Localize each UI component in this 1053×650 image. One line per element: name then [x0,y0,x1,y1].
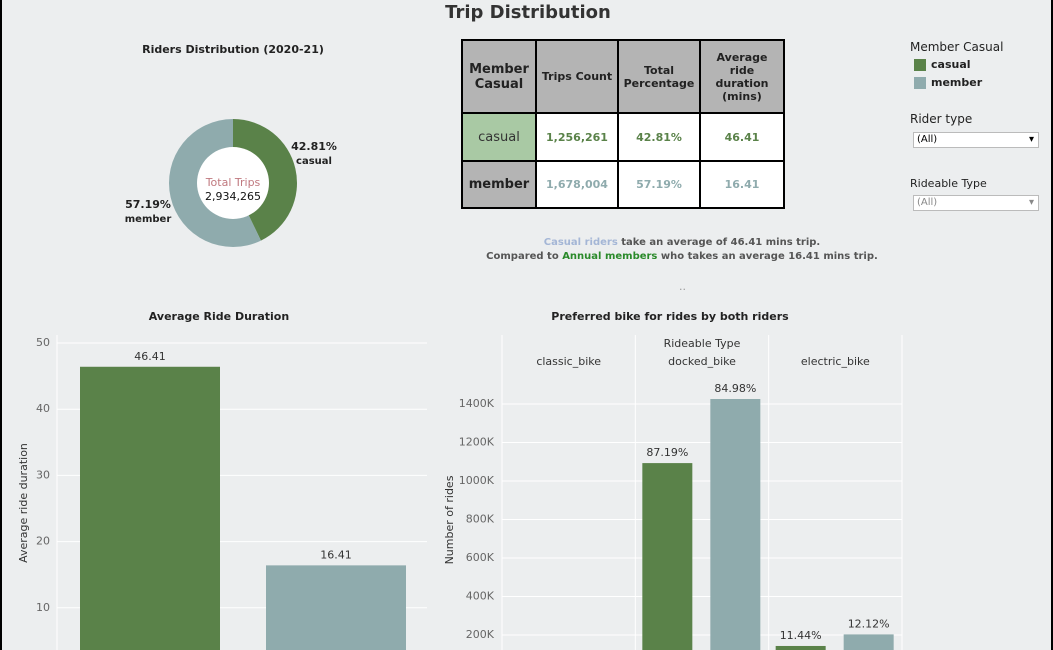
y-tick-label: 40 [36,402,50,415]
y-tick-label: 400K [466,590,495,603]
legend-title: Member Casual [910,40,1004,54]
table-cell: casual [461,112,537,162]
legend-swatch [914,59,926,71]
note-text: take an average of 46.41 mins trip. [621,237,821,248]
note-text: who takes an average 16.41 mins trip. [660,251,878,262]
chart-title: Riders Distribution (2020-21) [142,43,324,56]
table-cell: 1,678,004 [535,160,619,209]
bar-share-label: 84.98% [714,382,756,395]
chart-title: Average Ride Duration [149,310,289,323]
table-cell: member [461,160,537,209]
table-header: Trips Count [535,39,619,114]
table-cell: 46.41 [699,112,785,162]
filter-dropdown[interactable]: (All) [913,132,1039,148]
bar-value-label: 46.41 [134,350,166,363]
y-axis-label: Number of rides [443,475,456,564]
y-tick-label: 200K [466,628,495,641]
y-tick-label: 1000K [459,474,495,487]
y-tick-label: 10 [36,601,50,614]
slice-value-label: 42.81% [291,140,337,153]
y-tick-label: 800K [466,513,495,526]
bar [80,366,220,650]
note-text: Annual members [562,251,658,262]
bar [642,463,693,650]
table-header: Average ride duration (mins) [699,39,785,114]
slice-category-label: member [125,214,172,225]
y-axis-label: Average ride duration [17,443,30,563]
bar [775,645,826,650]
note-line: Compared to Annual members who takes an … [2,251,1051,262]
legend-label: member [931,76,983,89]
bar [710,398,761,650]
slice-value-label: 57.19% [125,198,171,211]
facet-label: classic_bike [536,355,601,368]
bar-share-label: 12.12% [848,617,890,630]
center-title: Total Trips [205,176,261,189]
legend-swatch [914,77,926,89]
chart-title: Preferred bike for rides by both riders [551,310,789,323]
table-cell: 1,256,261 [535,112,619,162]
slice-category-label: casual [296,156,332,167]
table-cell: 57.19% [617,160,701,209]
donut-hole [197,147,269,219]
filter-label: Rideable Type [910,177,987,190]
facet-label: docked_bike [668,355,736,368]
center-value: 2,934,265 [205,190,261,203]
table-header: Member Casual [461,39,537,114]
note-text: Casual riders [543,237,618,248]
bar-share-label: 87.19% [646,446,688,459]
y-tick-label: 30 [36,468,50,481]
summary-table: Member Casual Trips Count Total Percenta… [461,39,785,209]
y-tick-label: 1200K [459,436,495,449]
y-tick-label: 1400K [459,397,495,410]
bar [843,634,894,650]
facet-label: electric_bike [801,355,870,368]
page-title: Trip Distribution [445,2,611,23]
y-tick-label: 20 [36,535,50,548]
table-cell: 16.41 [699,160,785,209]
note-more: .. [679,280,686,293]
filter-dropdown[interactable]: (All) [913,195,1039,211]
table-cell: 42.81% [617,112,701,162]
bar-value-label: 16.41 [320,548,352,561]
filter-label: Rider type [910,112,973,126]
bar-share-label: 11.44% [780,629,822,642]
legend-label: casual [931,58,971,71]
facet-title: Rideable Type [664,337,741,350]
table-header: Total Percentage [617,39,701,114]
bar [266,565,406,650]
y-tick-label: 600K [466,551,495,564]
note-line: Casual riders take an average of 46.41 m… [2,237,1051,248]
y-tick-label: 50 [36,336,50,349]
note-text: Compared to [486,251,559,262]
